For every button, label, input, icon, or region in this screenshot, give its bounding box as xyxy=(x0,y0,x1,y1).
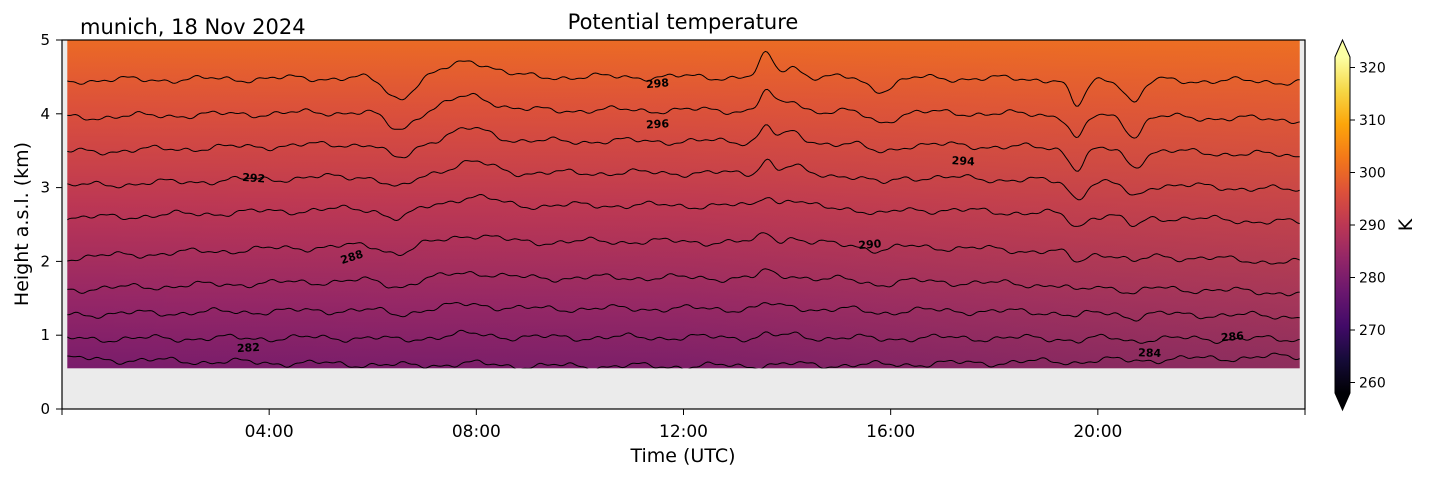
x-tick-label: 04:00 xyxy=(245,422,294,442)
x-axis-label: Time (UTC) xyxy=(629,445,735,467)
colorbar-tick-label: 290 xyxy=(1359,218,1386,234)
contour-label-296: 296 xyxy=(646,117,670,131)
contour-line-296 xyxy=(67,124,1300,172)
x-tick-label: 20:00 xyxy=(1073,422,1122,442)
colorbar-tick-label: 260 xyxy=(1359,376,1386,392)
colorbar-tick-label: 300 xyxy=(1359,166,1386,182)
y-tick-label: 2 xyxy=(40,252,50,270)
x-tick-label: 08:00 xyxy=(452,422,501,442)
y-tick-label: 1 xyxy=(40,326,50,344)
contour-line-300 xyxy=(67,50,1300,107)
y-axis: 0 1 2 3 4 5 xyxy=(40,31,62,418)
contour-line-294 xyxy=(67,158,1300,201)
contour-line-298 xyxy=(67,88,1300,139)
y-axis-label: Height a.s.l. (km) xyxy=(11,142,33,306)
contour-line-290 xyxy=(67,232,1300,265)
x-tick-label: 12:00 xyxy=(659,422,708,442)
x-tick-label: 16:00 xyxy=(866,422,915,442)
contour-lines xyxy=(67,50,1300,369)
colorbar-outline xyxy=(1334,38,1351,412)
y-tick-label: 5 xyxy=(40,31,50,49)
colorbar-extend-max xyxy=(1335,40,1350,57)
contour-label-298: 298 xyxy=(646,76,670,91)
contour-line-292 xyxy=(67,193,1300,228)
x-axis: 04:00 08:00 12:00 16:00 20:00 xyxy=(61,409,1306,442)
contour-line-282 xyxy=(67,352,1300,369)
contour-label-284: 284 xyxy=(1138,346,1162,360)
chart-title: Potential temperature xyxy=(568,10,799,34)
colorbar-extend-min xyxy=(1335,393,1350,410)
location-date-label: munich, 18 Nov 2024 xyxy=(80,15,306,39)
contour-label-294: 294 xyxy=(951,154,975,168)
contour-line-284 xyxy=(67,329,1300,345)
contour-label-286: 286 xyxy=(1220,329,1244,344)
contour-label-282: 282 xyxy=(237,341,261,355)
potential-temperature-field-tint xyxy=(67,40,1300,369)
y-tick-label: 4 xyxy=(40,105,50,123)
colorbar-tick-label: 280 xyxy=(1359,271,1386,287)
colorbar-tick-label: 320 xyxy=(1359,61,1386,77)
contour-line-288 xyxy=(67,268,1300,297)
colorbar: 260 270 280 290 300 310 320 xyxy=(1334,38,1386,412)
colorbar-tick-label: 310 xyxy=(1359,113,1386,129)
contour-label-292: 292 xyxy=(242,171,266,186)
colorbar-label: K xyxy=(1395,218,1417,231)
y-tick-label: 0 xyxy=(40,400,50,418)
colorbar-gradient-bar xyxy=(1335,57,1350,393)
contour-label-290: 290 xyxy=(858,237,882,252)
colorbar-tick-label: 270 xyxy=(1359,323,1386,339)
y-tick-label: 3 xyxy=(40,179,50,197)
contour-line-286 xyxy=(67,301,1300,322)
